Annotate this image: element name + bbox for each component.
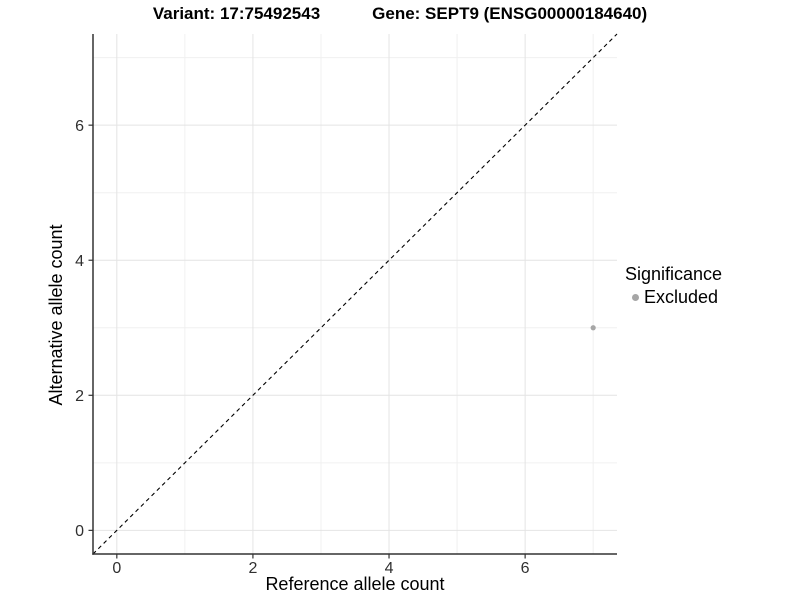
y-axis-title: Alternative allele count <box>46 224 66 405</box>
legend-item-excluded: Excluded <box>625 286 722 309</box>
y-tick-label: 0 <box>75 523 84 540</box>
data-point <box>590 325 596 331</box>
axis-ticks <box>88 124 526 559</box>
x-tick-label: 6 <box>521 560 530 577</box>
x-axis-title: Reference allele count <box>265 574 444 594</box>
y-tick-label: 4 <box>75 253 84 270</box>
plot-title-gene: Gene: SEPT9 (ENSG00000184640) <box>372 4 648 23</box>
y-tick-label: 2 <box>75 388 84 405</box>
identity-dashed-line <box>92 33 618 555</box>
x-tick-label: 2 <box>248 560 257 577</box>
legend-title: Significance <box>625 264 723 284</box>
major-gridlines <box>93 34 617 554</box>
legend-item-label: Excluded <box>644 287 719 307</box>
tick-labels: 0 2 4 6 0 2 4 6 <box>75 118 530 577</box>
minor-gridlines <box>93 34 617 554</box>
data-points <box>590 325 596 331</box>
legend: Significance Excluded <box>625 263 722 309</box>
legend-point-icon <box>632 294 639 301</box>
plot-title: Variant: 17:75492543 Gene: SEPT9 (ENSG00… <box>0 3 800 25</box>
plot-title-variant: Variant: 17:75492543 <box>152 4 321 23</box>
y-tick-label: 6 <box>75 118 84 135</box>
x-tick-label: 4 <box>385 560 394 577</box>
axis-lines <box>92 34 617 555</box>
x-tick-label: 0 <box>112 560 121 577</box>
